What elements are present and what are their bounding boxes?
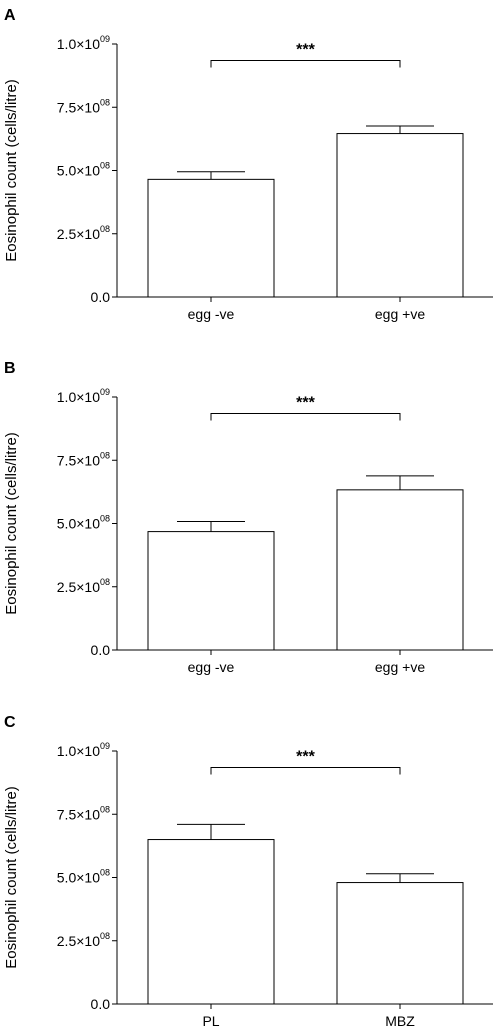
y-tick-label: 2.5×1008 [57, 931, 110, 949]
significance-label: *** [296, 394, 315, 411]
x-tick-label: MBZ [385, 1013, 415, 1029]
bar [147, 178, 275, 298]
chart-panel-a: A Eosinophil count (cells/litre) 0.0 2.5×10… [3, 7, 493, 322]
x-tick-label: egg +ve [375, 306, 425, 322]
x-tick-label: egg -ve [188, 659, 235, 675]
x-tick-label: egg +ve [375, 659, 425, 675]
y-tick-label: 7.5×1008 [57, 97, 110, 115]
bar [147, 839, 275, 1005]
y-tick-label: 1.0×1009 [57, 34, 110, 52]
bar [147, 531, 275, 651]
y-tick-label: 0.0 [91, 642, 111, 658]
significance-bracket [210, 412, 401, 421]
y-tick-label: 0.0 [91, 996, 111, 1012]
panel-label: A [4, 7, 16, 24]
x-tick-label: egg -ve [188, 306, 235, 322]
significance-label: *** [296, 748, 315, 765]
y-tick-label: 1.0×1009 [57, 741, 110, 759]
significance-bracket [210, 766, 401, 775]
y-tick-label: 0.0 [91, 289, 111, 305]
y-axis-label: Eosinophil count (cells/litre) [3, 432, 20, 615]
y-tick-label: 7.5×1008 [57, 804, 110, 822]
bar [336, 489, 464, 651]
bar [336, 882, 464, 1005]
y-tick-label: 1.0×1009 [57, 387, 110, 405]
y-axis-label: Eosinophil count (cells/litre) [3, 79, 20, 262]
panel-label: C [4, 714, 16, 731]
y-tick-label: 2.5×1008 [57, 577, 110, 595]
y-tick-label: 7.5×1008 [57, 450, 110, 468]
significance-label: *** [296, 41, 315, 58]
x-tick-label: PL [202, 1013, 219, 1029]
y-tick-label: 5.0×1008 [57, 161, 110, 179]
panel-label: B [4, 360, 16, 377]
bar [336, 133, 464, 298]
y-tick-label: 2.5×1008 [57, 224, 110, 242]
chart-panel-c: C Eosinophil count (cells/litre) 0.0 2.5×10… [3, 714, 493, 1029]
chart-panel-b: B Eosinophil count (cells/litre) 0.0 2.5×10… [3, 360, 493, 675]
y-tick-label: 5.0×1008 [57, 514, 110, 532]
y-axis-label: Eosinophil count (cells/litre) [3, 786, 20, 969]
significance-bracket [210, 59, 401, 68]
y-tick-label: 5.0×1008 [57, 868, 110, 886]
